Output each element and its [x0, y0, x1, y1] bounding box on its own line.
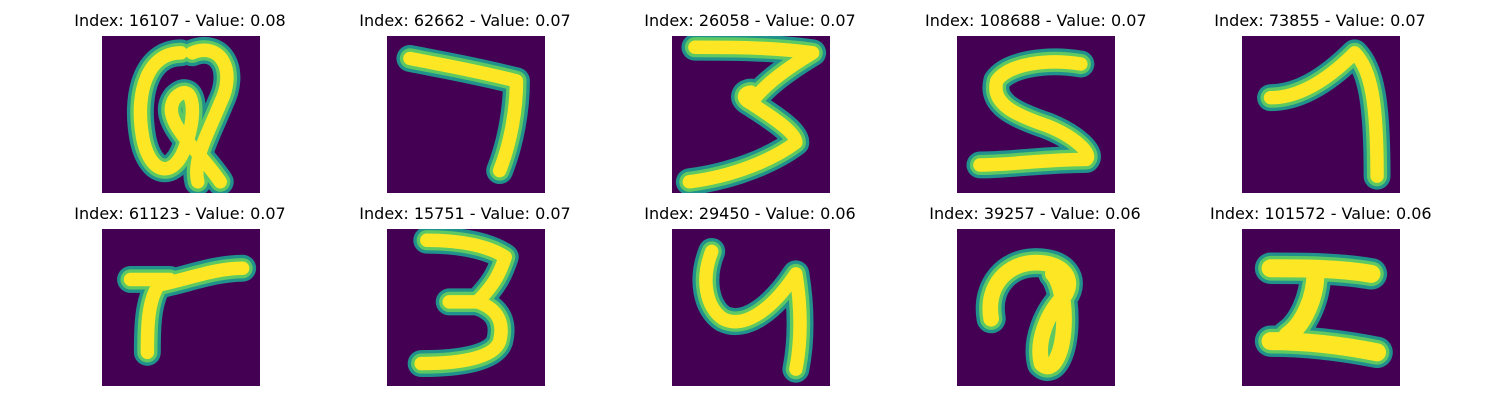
- panel-title: Index: 15751 - Value: 0.07: [359, 204, 571, 223]
- panel-title: Index: 61123 - Value: 0.07: [74, 204, 286, 223]
- digit-glyph-a-loop: [126, 36, 241, 193]
- panel-4: Index: 108688 - Value: 0.07: [925, 11, 1147, 197]
- panel-9: Index: 39257 - Value: 0.06: [925, 205, 1145, 390]
- digit-image: [672, 36, 830, 193]
- panel-6: Index: 61123 - Value: 0.07: [70, 205, 290, 390]
- digit-image: [1242, 229, 1400, 386]
- panel-8: Index: 29450 - Value: 0.06: [640, 205, 860, 390]
- digit-image: [102, 36, 260, 193]
- panel-title: Index: 108688 - Value: 0.07: [925, 11, 1147, 30]
- digit-glyph-four-open: [692, 237, 814, 383]
- digit-image: [1242, 36, 1400, 193]
- digit-glyph-seven: [396, 44, 530, 185]
- digit-image: [387, 36, 545, 193]
- panel-title: Index: 101572 - Value: 0.06: [1210, 204, 1432, 223]
- digit-image: [387, 229, 545, 386]
- panel-title: Index: 73855 - Value: 0.07: [1214, 11, 1426, 30]
- digit-glyph-five: [966, 48, 1101, 179]
- panel-5: Index: 73855 - Value: 0.07: [1210, 12, 1430, 197]
- panel-title: Index: 29450 - Value: 0.06: [644, 204, 856, 223]
- digit-glyph-r-stroke: [117, 254, 257, 366]
- digit-glyph-three-tall: [407, 229, 519, 378]
- panel-1: Index: 16107 - Value: 0.08: [70, 12, 290, 197]
- digit-glyph-z-bold: [1254, 252, 1393, 369]
- panel-10: Index: 101572 - Value: 0.06: [1210, 204, 1432, 390]
- digit-image: [102, 229, 260, 386]
- digit-glyph-three-wide: [675, 36, 827, 193]
- panel-7: Index: 15751 - Value: 0.07: [355, 205, 575, 390]
- panel-title: Index: 62662 - Value: 0.07: [359, 11, 571, 30]
- digit-glyph-a-script: [975, 248, 1083, 381]
- digit-image: [672, 229, 830, 386]
- panel-title: Index: 16107 - Value: 0.08: [74, 11, 286, 30]
- panel-title: Index: 39257 - Value: 0.06: [929, 204, 1141, 223]
- panel-3: Index: 26058 - Value: 0.07: [640, 12, 860, 197]
- digit-image: [957, 229, 1115, 386]
- digit-image: [957, 36, 1115, 193]
- digit-glyph-one-hook: [1257, 39, 1391, 190]
- panel-title: Index: 26058 - Value: 0.07: [644, 11, 856, 30]
- panel-2: Index: 62662 - Value: 0.07: [355, 12, 575, 197]
